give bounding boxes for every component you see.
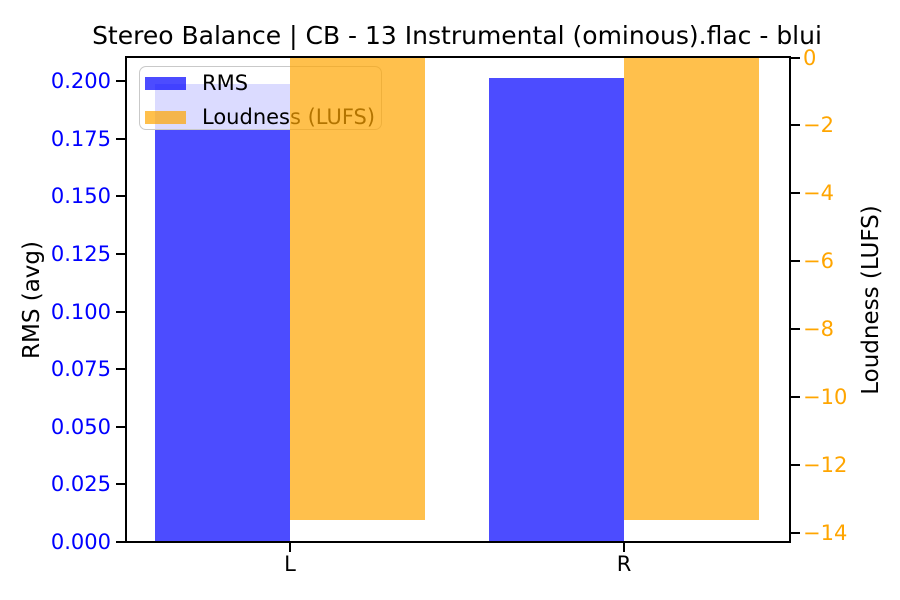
left-y-tick-mark bbox=[116, 137, 125, 140]
right-y-tick-mark bbox=[791, 124, 800, 127]
left-y-tick-label: 0.100 bbox=[50, 299, 111, 324]
left-y-tick-label: 0.200 bbox=[50, 69, 111, 94]
left-y-tick-label: 0.125 bbox=[50, 242, 111, 267]
right-axis-label: Loudness (LUFS) bbox=[858, 205, 884, 395]
right-y-tick-label: −14 bbox=[803, 521, 848, 546]
right-y-tick-mark bbox=[791, 328, 800, 331]
right-y-tick-mark bbox=[791, 192, 800, 195]
loudness-bar-L bbox=[290, 57, 425, 520]
left-y-tick-label: 0.150 bbox=[50, 184, 111, 209]
left-y-tick-mark bbox=[116, 310, 125, 313]
left-y-tick-mark bbox=[116, 253, 125, 256]
x-tick-label-R: R bbox=[616, 552, 632, 576]
left-axis-label: RMS (avg) bbox=[19, 241, 45, 359]
x-tick-mark-R bbox=[623, 543, 625, 552]
right-y-tick-mark bbox=[791, 464, 800, 467]
left-y-tick-mark bbox=[116, 195, 125, 198]
legend-swatch-loudness bbox=[145, 111, 186, 124]
legend-swatch-rms bbox=[145, 77, 186, 90]
chart-title: Stereo Balance | CB - 13 Instrumental (o… bbox=[92, 21, 822, 50]
legend-label-rms: RMS bbox=[202, 71, 249, 95]
right-y-tick-mark bbox=[791, 56, 800, 59]
left-y-tick-label: 0.175 bbox=[50, 126, 111, 151]
left-y-tick-label: 0.050 bbox=[50, 414, 111, 439]
left-y-tick-mark bbox=[116, 368, 125, 371]
right-y-tick-label: 0 bbox=[803, 45, 817, 70]
left-y-tick-mark bbox=[116, 541, 125, 543]
left-y-tick-label: 0.000 bbox=[50, 530, 111, 554]
right-y-tick-label: −8 bbox=[803, 317, 834, 342]
left-y-tick-label: 0.025 bbox=[50, 472, 111, 497]
right-y-tick-label: −6 bbox=[803, 249, 834, 274]
right-y-tick-label: −12 bbox=[803, 453, 848, 478]
x-tick-mark-L bbox=[289, 543, 291, 552]
rms-bar-L bbox=[155, 83, 290, 542]
right-y-tick-mark bbox=[791, 532, 800, 535]
left-y-tick-mark bbox=[116, 483, 125, 486]
rms-bar-R bbox=[489, 77, 624, 542]
right-y-tick-label: −4 bbox=[803, 181, 834, 206]
right-y-tick-mark bbox=[791, 260, 800, 263]
x-tick-label-L: L bbox=[284, 552, 296, 576]
left-y-tick-mark bbox=[116, 80, 125, 83]
right-y-tick-label: −10 bbox=[803, 385, 848, 410]
left-y-tick-mark bbox=[116, 425, 125, 428]
right-y-tick-label: −2 bbox=[803, 113, 834, 138]
right-y-tick-mark bbox=[791, 396, 800, 399]
loudness-bar-R bbox=[624, 57, 759, 520]
left-y-tick-label: 0.075 bbox=[50, 357, 111, 382]
